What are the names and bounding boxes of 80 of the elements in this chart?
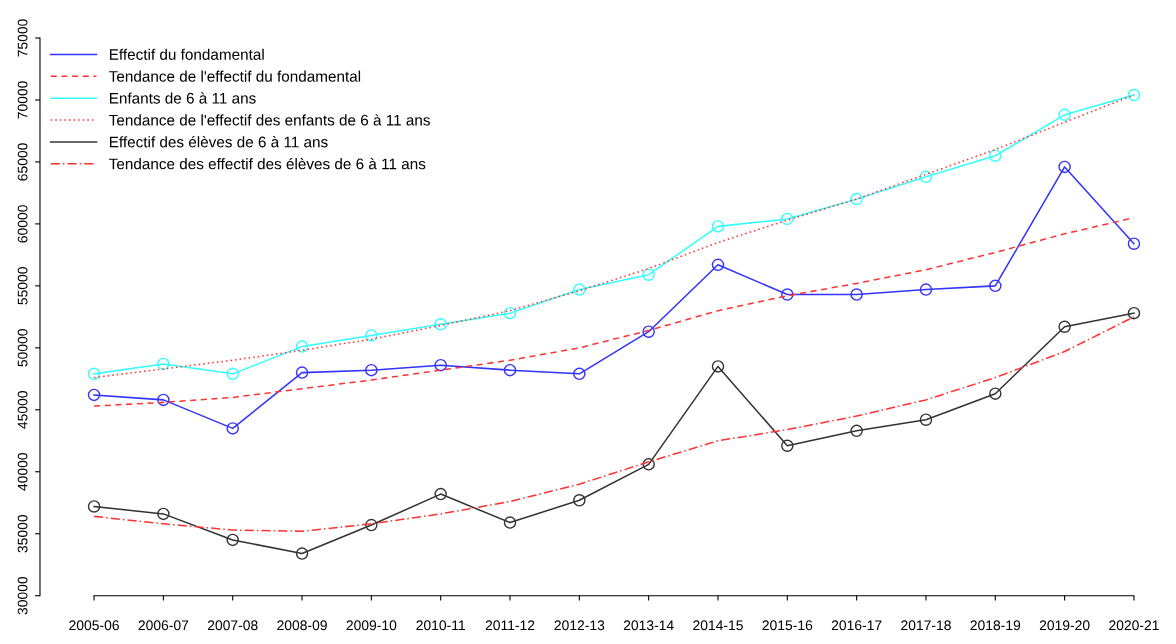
legend-label: Tendance de l'effectif des enfants de 6 à 11 ans [109,114,430,126]
y-tick-label: 30000 [17,576,28,615]
x-tick-label: 2019-20 [1039,620,1090,631]
point [365,518,378,532]
y-tick-label: 60000 [17,205,28,243]
x-tick-label: 2008-09 [277,620,327,631]
legend-label: Effectif des élèves de 6 à 11 ans [109,136,328,148]
point [850,424,863,438]
y-tick-label: 35000 [17,514,28,553]
point [573,367,586,381]
x-tick-label: 2007-08 [207,620,258,631]
point [87,500,101,513]
point [711,360,725,373]
point [295,366,309,379]
point [781,439,794,452]
legend-label: Effectif du fondamental [109,48,264,60]
y-tick-label: 70000 [17,81,28,119]
point [642,325,655,338]
point [919,413,933,426]
point [573,283,586,296]
point [295,547,309,560]
point [434,487,447,501]
point [850,192,863,206]
y-tick-label: 55000 [17,267,28,305]
point [989,149,1002,162]
point [87,388,101,402]
point [781,212,794,226]
x-tick-label: 2009-10 [346,620,397,631]
y-tick-label: 50000 [17,329,28,367]
point [87,367,101,381]
point [1127,306,1141,320]
x-tick-label: 2020-21 [1109,620,1159,631]
point [1058,108,1071,122]
point [226,533,239,547]
x-tick-label: 2011-12 [485,620,535,631]
x-tick-label: 2016-17 [831,620,882,631]
point [157,357,170,371]
point [919,283,933,296]
x-tick-label: 2006-07 [138,620,189,631]
point [711,220,725,233]
legend-label: Tendance de l'effectif du fondamental [109,70,361,82]
point [919,170,933,184]
point [503,363,517,377]
point [1127,237,1141,250]
point [365,363,378,377]
point [157,393,170,407]
point [711,258,725,272]
point [295,340,309,353]
point [434,318,447,331]
point [989,279,1002,293]
y-tick-label: 45000 [17,391,28,429]
y-tick-label: 65000 [17,143,28,181]
x-tick-label: 2015-16 [762,620,813,631]
point [781,288,794,301]
y-tick-label: 40000 [17,453,28,491]
point [850,288,863,301]
x-tick-label: 2005-06 [69,620,119,631]
point [642,458,655,471]
y-tick-label: 75000 [17,19,28,57]
point [434,358,447,372]
point [1058,160,1071,174]
legend-label: Enfants de 6 à 11 ans [109,92,256,104]
point [642,268,655,281]
x-tick-label: 2014-15 [693,620,743,631]
point [157,507,170,521]
point [365,329,378,342]
point [503,516,517,529]
x-tick-label: 2017-18 [901,620,951,631]
x-tick-label: 2010-11 [416,620,465,631]
point [989,387,1002,400]
point [1058,320,1071,334]
x-tick-label: 2012-13 [554,620,605,631]
point [226,422,239,435]
point [573,494,586,507]
x-tick-label: 2013-14 [623,620,674,631]
point [226,367,239,381]
legend-label: Tendance des effectif des élèves de 6 à 11 ans [109,157,426,170]
x-tick-label: 2018-19 [970,620,1021,631]
point [503,306,517,320]
point [1127,88,1141,102]
